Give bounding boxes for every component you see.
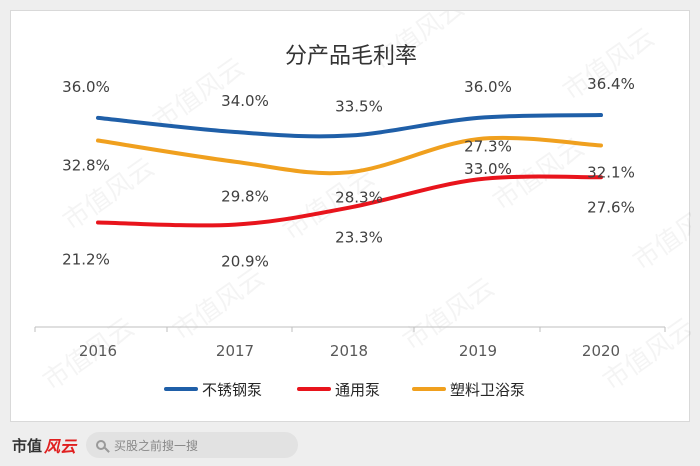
series-line-1 <box>96 113 603 139</box>
legend-label: 塑料卫浴泵 <box>450 381 525 399</box>
search-box[interactable]: 买股之前搜一搜 <box>86 432 299 458</box>
data-label: 36.0% <box>62 78 110 96</box>
x-tick-label: 2019 <box>459 342 497 360</box>
data-label: 23.3% <box>335 229 383 247</box>
footer-bar: 市值 风云 买股之前搜一搜 <box>0 424 700 466</box>
data-label: 21.2% <box>62 251 110 269</box>
x-tick-label: 2017 <box>216 342 254 360</box>
series-layer <box>96 113 603 228</box>
x-axis: 2016 2017 2018 2019 2020 <box>34 326 666 360</box>
x-tick-label: 2020 <box>582 342 620 360</box>
data-label: 36.4% <box>587 75 635 93</box>
data-label: 29.8% <box>221 188 269 206</box>
data-label: 20.9% <box>221 253 269 271</box>
data-label: 33.0% <box>464 160 512 178</box>
data-label: 27.3% <box>464 137 512 155</box>
data-label: 32.1% <box>587 163 635 181</box>
brand-logo[interactable]: 市值 风云 <box>12 433 76 457</box>
watermark-text: 市值风云 <box>168 262 270 346</box>
series-line-3 <box>96 135 603 176</box>
data-label: 32.8% <box>62 157 110 175</box>
brand-name: 市值 <box>12 436 43 455</box>
data-label: 33.5% <box>335 98 383 116</box>
data-label: 34.0% <box>221 92 269 110</box>
x-tick-label: 2018 <box>330 342 368 360</box>
x-tick-label: 2016 <box>79 342 117 360</box>
legend-label: 不锈钢泵 <box>202 381 262 399</box>
data-label: 28.3% <box>335 188 383 206</box>
data-label: 27.6% <box>587 198 635 216</box>
data-labels: 36.0% 34.0% 33.5% 36.0% 36.4% 21.2% 20.9% 23.3%… <box>62 75 635 271</box>
brand-mark: 风云 <box>44 437 77 456</box>
search-placeholder: 买股之前搜一搜 <box>114 438 199 453</box>
watermark-text: 市值风云 <box>558 22 660 106</box>
chart-card: 市值风云 市值风云 市值风云 市值风云 市值风云 市值风云 市值风云 市值风云 市值风云 市值风云… <box>10 10 691 422</box>
data-label: 36.0% <box>464 78 512 96</box>
legend-label: 通用泵 <box>335 381 380 399</box>
search-icon <box>96 440 107 450</box>
legend: 不锈钢泵 通用泵 塑料卫浴泵 <box>164 381 525 399</box>
watermark-text: 市值风云 <box>628 192 691 276</box>
chart-title: 分产品毛利率 <box>285 44 417 69</box>
series-line-2 <box>96 174 603 228</box>
